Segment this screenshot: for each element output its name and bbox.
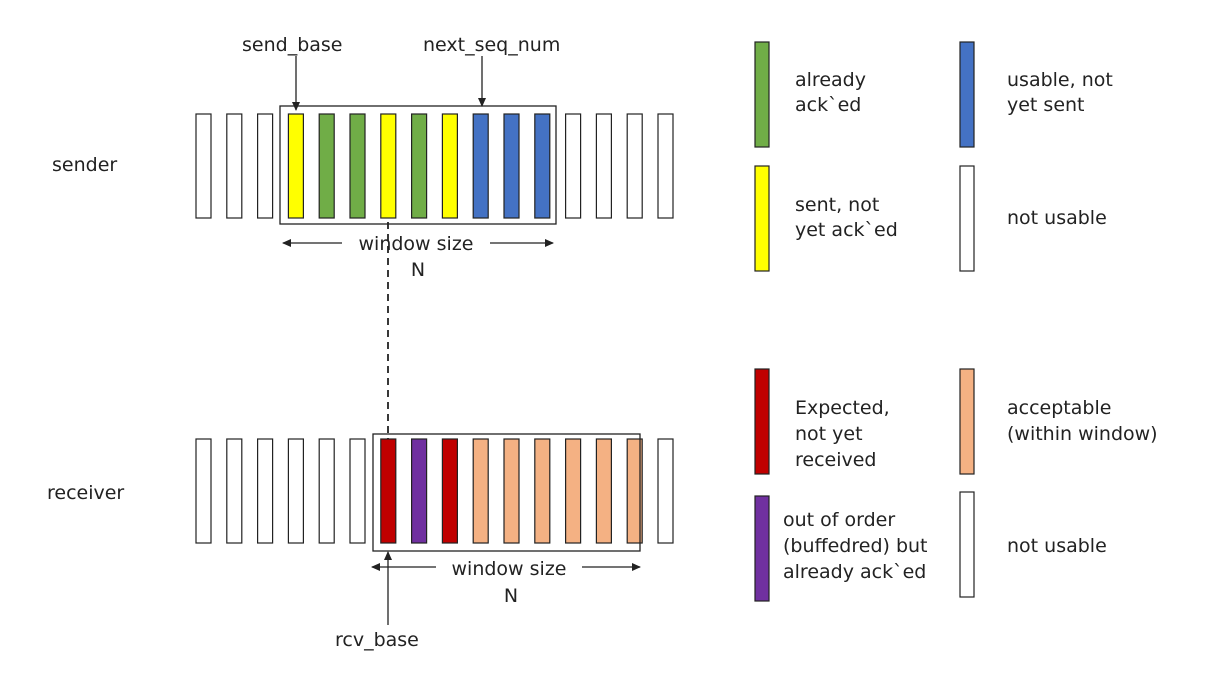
legend-text-expected: Expected, not yet received [795, 397, 896, 471]
sender-slot-already-acked [318, 113, 335, 219]
receiver-slot-acceptable [503, 438, 520, 544]
receiver-window-size-label: window size [452, 558, 567, 580]
sender-slot-not-usable [226, 113, 243, 219]
next-seq-num-label: next_seq_num [423, 34, 560, 56]
receiver-label: receiver [47, 482, 124, 504]
sender-slot-sent-not-acked [287, 113, 304, 219]
legend-text-sent-not-acked: sent, not yet ack`ed [795, 194, 898, 241]
sender-slot-not-usable [564, 113, 582, 219]
receiver-slot-acceptable [534, 438, 551, 544]
legend-swatch-acceptable [959, 368, 975, 475]
receiver-slot-not-usable [318, 438, 335, 544]
receiver-slot-not-usable [257, 438, 274, 544]
sender-slot-usable-not-sent [534, 113, 551, 219]
send-base-label: send_base [242, 34, 342, 56]
sender-slot-not-usable [257, 113, 274, 219]
receiver-slot-expected [441, 438, 458, 544]
receiver-slot-expected [380, 438, 397, 544]
legend-swatch-not-usable-receiver [959, 491, 975, 598]
sender-slot-sent-not-acked [380, 113, 397, 219]
receiver-slot-acceptable [595, 438, 613, 544]
receiver-slot-not-usable [349, 438, 366, 544]
sender-slot-already-acked [411, 113, 428, 219]
legend-text-acceptable: acceptable (within window) [1007, 397, 1158, 445]
sender-slot-sent-not-acked [441, 113, 458, 219]
sender-slot-not-usable [195, 113, 212, 219]
legend-swatch-expected [754, 368, 770, 475]
receiver-slot-not-usable [287, 438, 304, 544]
legend-swatch-out-of-order [754, 495, 770, 602]
receiver-slot-not-usable [657, 438, 674, 544]
legend-swatch-not-usable-sender [959, 165, 975, 272]
legend-swatch-already-acked [754, 41, 770, 148]
sender-slot-not-usable [595, 113, 613, 219]
sender-slot-not-usable [626, 113, 643, 219]
legend-swatch-usable-not-sent [959, 41, 975, 148]
receiver-slot-out-of-order [411, 438, 428, 544]
receiver-slot-acceptable [564, 438, 582, 544]
legend-text-not-usable-receiver: not usable [1007, 535, 1107, 557]
sender-window-size-label: window size [359, 233, 474, 255]
legend-swatch-sent-not-acked [754, 165, 770, 272]
sender-label: sender [52, 154, 117, 176]
receiver-sequence-slots [195, 438, 674, 544]
receiver-slot-acceptable [626, 438, 643, 544]
receiver-slot-acceptable [472, 438, 489, 544]
receiver-window-n-label: N [504, 585, 518, 607]
sender-window-n-label: N [411, 259, 425, 281]
sender-slot-not-usable [657, 113, 674, 219]
receiver-slot-not-usable [195, 438, 212, 544]
sender-window-frame [279, 105, 557, 225]
sender-sequence-slots [195, 113, 674, 219]
legend-text-out-of-order: out of order (buffedred) but already ack… [783, 509, 934, 583]
legend-text-not-usable-sender: not usable [1007, 207, 1107, 229]
sender-slot-usable-not-sent [472, 113, 489, 219]
sender-slot-usable-not-sent [503, 113, 520, 219]
receiver-window-frame [372, 433, 641, 552]
legend-text-already-acked: already ack`ed [795, 69, 872, 116]
legend-text-usable-not-sent: usable, not yet sent [1007, 69, 1119, 116]
rcv-base-label: rcv_base [335, 629, 419, 651]
receiver-slot-not-usable [226, 438, 243, 544]
sender-slot-already-acked [349, 113, 366, 219]
